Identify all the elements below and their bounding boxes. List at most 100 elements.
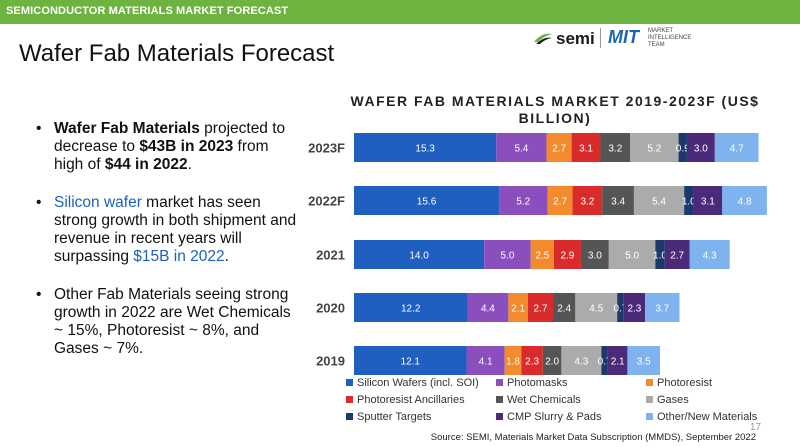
bullet-text: from high of bbox=[54, 138, 269, 173]
category-label: 2021 bbox=[316, 248, 345, 263]
legend-label: CMP Slurry & Pads bbox=[507, 411, 602, 423]
bar-segment bbox=[553, 240, 581, 269]
page-number: 17 bbox=[750, 422, 762, 433]
data-label: 3.0 bbox=[588, 251, 602, 262]
category-label: 2023F bbox=[308, 141, 345, 156]
bar-segment bbox=[601, 346, 608, 375]
data-label: 2.7 bbox=[670, 251, 684, 262]
data-label: 2.4 bbox=[557, 304, 571, 315]
bar-segment bbox=[693, 186, 723, 215]
bullet-dot: • bbox=[36, 120, 42, 137]
data-label: 5.2 bbox=[647, 144, 661, 155]
data-label: 0.7 bbox=[613, 304, 627, 315]
data-label: 4.3 bbox=[574, 357, 588, 368]
bar-segment bbox=[633, 186, 685, 215]
source-note: Source: SEMI, Materials Market Data Subs… bbox=[430, 432, 756, 443]
bar-segment bbox=[484, 240, 531, 269]
bar-segment bbox=[530, 240, 554, 269]
bullet-bold-text: Wafer Fab Materials bbox=[54, 120, 200, 137]
bullet-item: • Silicon wafer market has seen strong g… bbox=[36, 194, 301, 266]
data-label: 5.4 bbox=[652, 197, 666, 208]
bullet-dot: • bbox=[36, 194, 42, 211]
bar-segment bbox=[553, 293, 576, 322]
legend-label: Silicon Wafers (incl. SOI) bbox=[357, 377, 479, 389]
bar-segment bbox=[521, 346, 543, 375]
category-label: 2019 bbox=[316, 354, 345, 369]
data-label: 3.7 bbox=[655, 304, 669, 315]
data-label: 15.6 bbox=[417, 197, 437, 208]
bar-segment bbox=[466, 346, 505, 375]
data-label: 2.1 bbox=[511, 304, 525, 315]
legend-swatch bbox=[646, 379, 653, 386]
legend-swatch bbox=[646, 396, 653, 403]
bar-segment bbox=[722, 186, 767, 215]
bar-segment bbox=[580, 240, 609, 269]
legend-swatch bbox=[346, 413, 353, 420]
bar-segment bbox=[602, 186, 634, 215]
bar-segment bbox=[608, 240, 656, 269]
bar-segment bbox=[684, 186, 694, 215]
legend-label: Other/New Materials bbox=[657, 411, 758, 423]
bar-segment bbox=[354, 346, 467, 375]
header-bar-text: SEMICONDUCTOR MATERIALS MARKET FORECAST bbox=[6, 5, 289, 17]
bullet-list: • Wafer Fab Materials projected to decre… bbox=[36, 120, 301, 378]
bar-segment bbox=[686, 133, 715, 162]
data-label: 4.1 bbox=[479, 357, 493, 368]
bar-segment bbox=[542, 346, 562, 375]
bar-segment bbox=[678, 133, 687, 162]
bar-segment bbox=[575, 293, 618, 322]
semi-swoosh-icon bbox=[534, 33, 552, 44]
mit-sub-line: INTELLIGENCE bbox=[648, 35, 692, 41]
category-label: 2020 bbox=[316, 301, 345, 316]
bullet-bold-text: $43B in 2023 bbox=[139, 138, 234, 155]
data-label: 5.0 bbox=[625, 251, 639, 262]
data-label: 2.3 bbox=[627, 304, 641, 315]
data-label: 2.7 bbox=[534, 304, 548, 315]
bar-segment bbox=[689, 240, 730, 269]
bar-segment bbox=[627, 346, 660, 375]
data-label: 5.2 bbox=[516, 197, 530, 208]
semi-logo-text: semi bbox=[556, 29, 595, 48]
bar-segment bbox=[617, 293, 624, 322]
data-label: 1.0 bbox=[653, 251, 667, 262]
bar-segment bbox=[354, 293, 468, 322]
data-label: 14.0 bbox=[409, 251, 429, 262]
data-label: 0.9 bbox=[676, 144, 690, 155]
bar-segment bbox=[508, 293, 528, 322]
bullet-text: projected to decrease to bbox=[54, 120, 286, 155]
data-label: 2.7 bbox=[552, 144, 566, 155]
legend-label: Photomasks bbox=[507, 377, 568, 389]
bar-segment bbox=[354, 240, 485, 269]
legend-label: Photoresist Ancillaries bbox=[357, 394, 465, 406]
bar-segment bbox=[546, 133, 572, 162]
mit-logo-subtext: MARKET INTELLIGENCE TEAM bbox=[648, 28, 691, 49]
data-label: 2.9 bbox=[560, 251, 574, 262]
bar-segment bbox=[561, 346, 602, 375]
data-label: 4.7 bbox=[730, 144, 744, 155]
legend-swatch bbox=[496, 413, 503, 420]
legend-swatch bbox=[346, 396, 353, 403]
bar-segment bbox=[572, 186, 603, 215]
data-label: 3.1 bbox=[579, 144, 593, 155]
data-label: 2.5 bbox=[535, 251, 549, 262]
bullet-text: . bbox=[187, 156, 192, 173]
bar-segment bbox=[655, 240, 665, 269]
bullet-bold-text: $44 in 2022 bbox=[104, 156, 188, 173]
bar-segment bbox=[504, 346, 522, 375]
mit-sub-line: TEAM bbox=[648, 42, 665, 48]
data-label: 3.1 bbox=[701, 197, 715, 208]
data-label: 4.5 bbox=[589, 304, 603, 315]
bullet-dot: • bbox=[36, 286, 42, 303]
bullet-text: . bbox=[224, 248, 229, 265]
bullet-text: market has seen strong growth in both sh… bbox=[54, 194, 297, 265]
bar-segment bbox=[547, 186, 573, 215]
data-label: 3.2 bbox=[608, 144, 622, 155]
category-label: 2022F bbox=[308, 194, 345, 209]
data-label: 2.7 bbox=[553, 197, 567, 208]
chart-title: WAFER FAB MATERIALS MARKET 2019-2023F (U… bbox=[350, 93, 760, 126]
bar-segment bbox=[664, 240, 690, 269]
mit-sub-line: MARKET bbox=[648, 28, 674, 34]
bar-segment bbox=[354, 186, 500, 215]
legend-label: Gases bbox=[657, 394, 689, 406]
data-label: 2.3 bbox=[525, 357, 539, 368]
